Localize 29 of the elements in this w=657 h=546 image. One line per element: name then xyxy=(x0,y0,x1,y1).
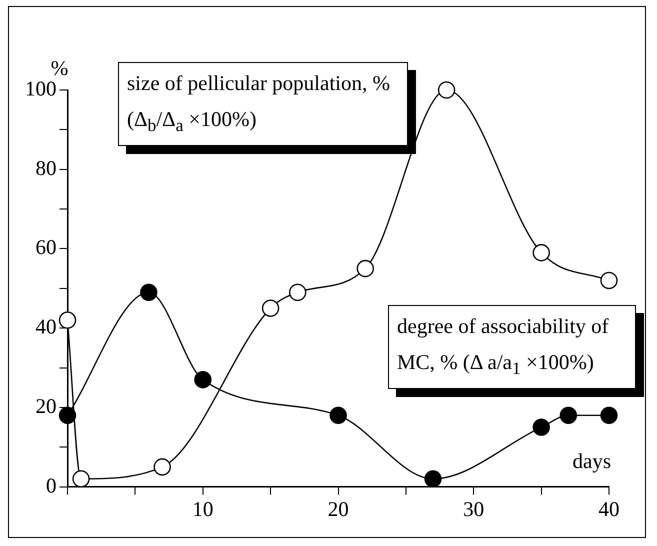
y-tick-label: 20 xyxy=(36,394,56,418)
point xyxy=(424,470,442,488)
point xyxy=(532,418,550,436)
point xyxy=(72,470,90,488)
point xyxy=(194,371,212,388)
point xyxy=(154,458,171,476)
point xyxy=(58,406,76,424)
x-tick-label: 10 xyxy=(192,496,214,521)
series-label: size of pellicular population, % (Δ$_{b}$/Δ$_{a}$ ×100%) xyxy=(118,62,408,146)
point xyxy=(600,272,618,290)
x-tick-label: 30 xyxy=(463,496,484,521)
y-tick-label: 60 xyxy=(36,235,56,260)
point xyxy=(356,260,374,278)
point xyxy=(600,406,618,424)
point xyxy=(560,406,578,424)
y-tick-label: 80 xyxy=(36,156,56,180)
x-tick-label: 20 xyxy=(328,496,349,521)
point xyxy=(288,284,306,302)
point xyxy=(58,311,76,329)
point xyxy=(330,406,347,424)
x-axis-title: days xyxy=(572,448,611,473)
point xyxy=(532,244,550,262)
point xyxy=(140,284,158,302)
y-tick-label: 40 xyxy=(36,314,56,339)
x-tick-label: 40 xyxy=(598,496,620,521)
y-tick-label: 0 xyxy=(46,473,56,498)
point xyxy=(438,81,456,99)
series-label: degree of associability of MC, % (Δ a/a$_{1}$ ×100%) xyxy=(388,305,636,390)
point xyxy=(262,300,280,317)
